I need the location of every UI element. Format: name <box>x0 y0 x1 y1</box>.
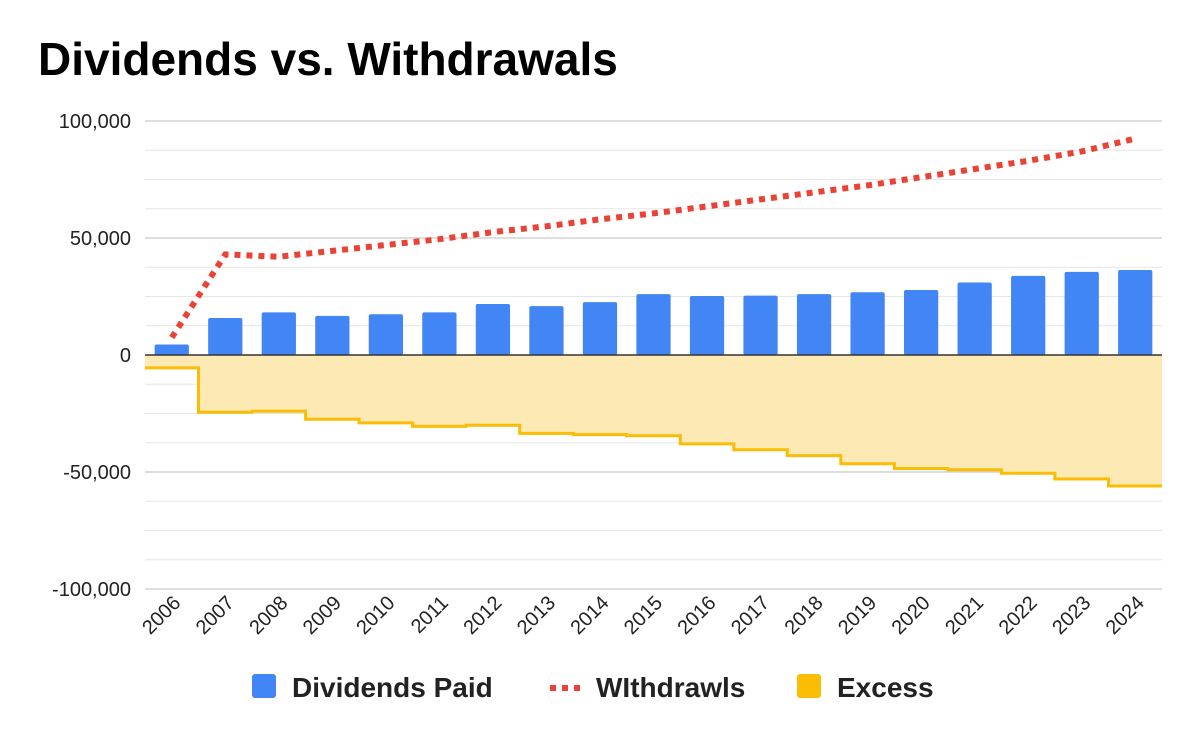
dividend-bar-2010 <box>368 314 403 355</box>
y-tick-label: -100,000 <box>52 579 131 601</box>
chart-title: Dividends vs. Withdrawals <box>38 33 618 85</box>
excess-fill <box>145 355 1162 486</box>
x-tick-label: 2012 <box>459 592 506 639</box>
dividend-bar-2012 <box>475 303 511 355</box>
x-tick-label: 2011 <box>407 592 453 638</box>
dividend-bar-2024 <box>1118 270 1153 355</box>
dividend-bar-2006 <box>154 344 189 355</box>
dividend-bar-2009 <box>315 315 350 355</box>
dividend-bar-2016 <box>689 296 725 355</box>
dividend-bar-2023 <box>1064 271 1099 355</box>
legend-swatch <box>797 674 821 698</box>
x-tick-label: 2019 <box>834 592 881 639</box>
y-tick-label: 100,000 <box>59 111 131 133</box>
x-axis-ticks: 2006 2007 2008 2009 2010 2011 2012 2013 2014 2015… <box>138 592 1148 639</box>
dividend-bar-2019 <box>850 292 885 355</box>
dividend-bar-2015 <box>636 294 671 355</box>
dividend-bar-2022 <box>1011 275 1046 355</box>
dividend-bar-2018 <box>796 294 832 355</box>
x-tick-label: 2018 <box>781 592 828 639</box>
legend-swatch <box>252 674 276 698</box>
x-tick-label: 2010 <box>352 592 399 639</box>
dividend-bars <box>154 270 1153 355</box>
dividend-bar-2017 <box>743 295 778 355</box>
legend-item-excess: Excess <box>797 672 934 703</box>
x-tick-label: 2008 <box>245 592 292 639</box>
x-tick-label: 2024 <box>1102 592 1149 639</box>
legend-label: Excess <box>837 672 934 703</box>
dividend-bar-2013 <box>529 306 564 355</box>
x-tick-label: 2021 <box>941 592 988 639</box>
excess-step-line <box>145 366 1162 488</box>
x-tick-label: 2015 <box>620 592 667 639</box>
legend-item-withdrawls: WIthdrawls <box>550 672 745 703</box>
y-tick-label: -50,000 <box>63 462 131 484</box>
x-tick-label: 2016 <box>674 592 721 639</box>
x-tick-label: 2007 <box>192 592 239 639</box>
legend-label: WIthdrawls <box>596 672 745 703</box>
legend-item-dividends: Dividends Paid <box>252 672 493 703</box>
y-tick-label: 50,000 <box>70 228 131 250</box>
x-tick-label: 2022 <box>995 592 1042 639</box>
dividend-bar-2021 <box>957 282 992 355</box>
x-tick-label: 2020 <box>888 592 935 639</box>
dividend-bar-2014 <box>582 302 618 355</box>
x-tick-label: 2014 <box>566 592 613 639</box>
dividend-bar-2008 <box>261 312 296 355</box>
dividend-bar-2011 <box>422 312 457 355</box>
y-tick-label: 0 <box>120 345 131 367</box>
y-axis-ticks: 100,000 50,000 0 -50,000 -100,000 <box>52 111 131 601</box>
excess-area <box>145 355 1162 488</box>
x-tick-label: 2009 <box>299 592 346 639</box>
legend-label: Dividends Paid <box>292 672 493 703</box>
dividend-bar-2020 <box>904 289 939 355</box>
withdrawals-line <box>169 135 1136 340</box>
x-tick-label: 2017 <box>727 592 774 639</box>
x-tick-label: 2006 <box>138 592 185 639</box>
legend: Dividends Paid WIthdrawls Excess <box>252 672 934 703</box>
x-tick-label: 2023 <box>1048 592 1095 639</box>
dividend-bar-2007 <box>208 318 243 355</box>
x-tick-label: 2013 <box>513 592 560 639</box>
